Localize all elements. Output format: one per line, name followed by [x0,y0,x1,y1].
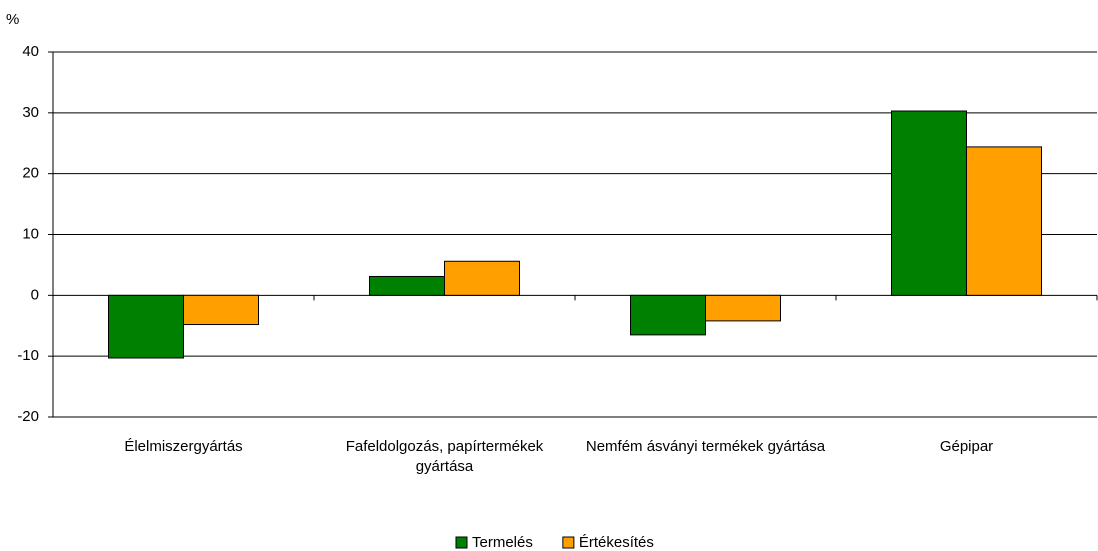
bar [108,294,184,359]
y-tick-label: 30 [22,104,39,121]
y-tick-label: -10 [17,347,39,364]
bar [966,146,1042,296]
legend-label: Termelés [472,534,533,551]
y-tick-label: -20 [17,408,39,425]
y-axis-label: % [6,11,19,28]
y-tick-label: 40 [22,43,39,60]
y-tick-label: 10 [22,225,39,242]
legend-label: Értékesítés [579,534,654,551]
y-tick-label: 20 [22,165,39,182]
bar [369,275,445,296]
bar [705,294,781,322]
bar [183,294,259,326]
x-tick-label: Nemfém ásványi termékek gyártása [585,438,826,455]
x-tick-label: Élelmiszergyártás [124,438,243,455]
y-tick-label: 0 [31,286,39,303]
legend-swatch [562,536,575,549]
bar [891,110,967,296]
bar [444,260,520,296]
x-tick-label: Fafeldolgozás, papírtermékek gyártása [345,438,544,475]
legend-swatch [455,536,468,549]
bar [630,294,706,336]
x-tick-label: Gépipar [939,438,994,455]
